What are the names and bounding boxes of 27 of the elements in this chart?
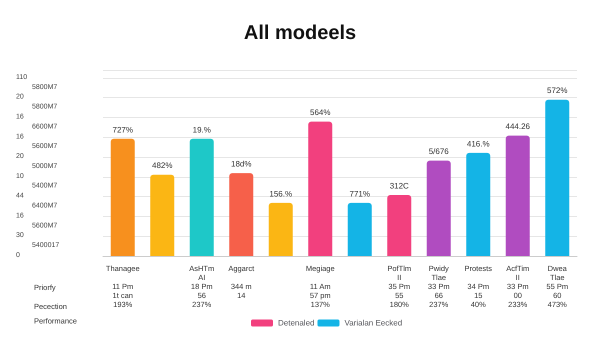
- text: 727%: [112, 125, 133, 134]
- bar: [190, 138, 214, 256]
- bar: [506, 136, 530, 256]
- text: 312C: [390, 182, 409, 191]
- bar: [466, 152, 490, 256]
- bar: [426, 160, 451, 256]
- bar: [348, 202, 372, 256]
- bar: [545, 100, 570, 256]
- chart-title: All modeels: [244, 22, 356, 44]
- text: 572%: [547, 86, 568, 96]
- bar: [268, 202, 293, 256]
- bar: [110, 138, 135, 256]
- text: 416.%: [466, 139, 490, 148]
- bar: [229, 173, 254, 256]
- text: 156.%: [269, 189, 292, 198]
- bar: [150, 174, 174, 256]
- bar: [387, 195, 412, 256]
- text: 771%: [350, 189, 370, 198]
- text: 564%: [310, 108, 330, 118]
- legend-label: Varialan Eecked: [344, 318, 402, 328]
- text: 19.%: [192, 125, 211, 134]
- text: 482%: [152, 161, 172, 170]
- text: 5/676: [428, 147, 449, 156]
- text: 18d%: [231, 160, 252, 169]
- text: 444.26: [506, 122, 530, 132]
- bar: [308, 122, 332, 256]
- legend-label: Detenaled: [278, 318, 314, 328]
